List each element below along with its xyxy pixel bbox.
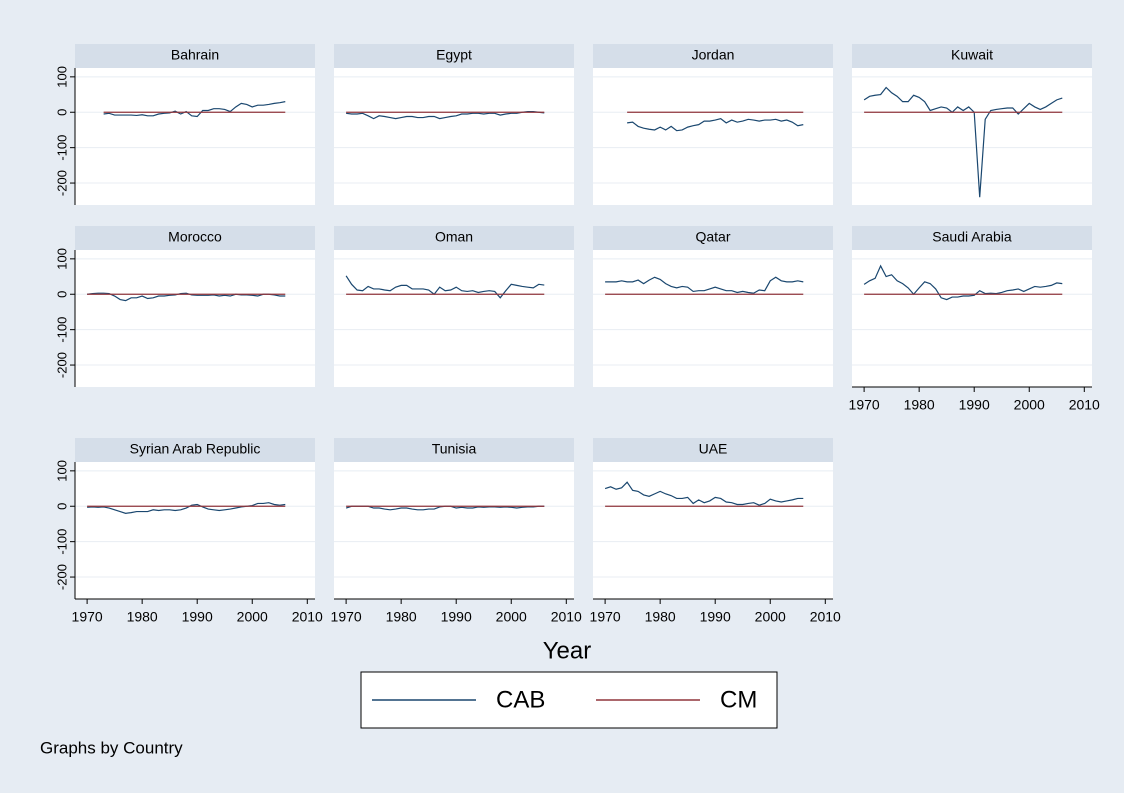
series-line <box>863 264 1063 301</box>
title-strip <box>75 438 315 462</box>
title-strip <box>593 226 833 250</box>
series-line <box>346 110 545 120</box>
x-tick-label: 2000 <box>755 609 786 625</box>
plot-area <box>593 462 833 599</box>
y-tick-label: -200 <box>54 352 69 378</box>
title-strip <box>852 226 1092 250</box>
title-strip <box>593 438 833 462</box>
plot-area <box>593 68 833 205</box>
x-tick-label: 1980 <box>904 397 935 413</box>
series-line <box>87 502 286 514</box>
x-tick-label: 1970 <box>849 397 880 413</box>
series-line <box>103 101 286 118</box>
y-tick-label: 100 <box>54 248 69 270</box>
y-tick-label: 100 <box>54 66 69 88</box>
x-tick-label: 2010 <box>1069 397 1100 413</box>
title-strip <box>593 44 833 68</box>
panel-title: Syrian Arab Republic <box>130 441 261 457</box>
x-tick-label: 1990 <box>182 609 213 625</box>
y-tick-label: 0 <box>54 503 69 510</box>
panel-title: Morocco <box>168 229 222 245</box>
x-tick-label: 1980 <box>127 609 158 625</box>
panel-title: Jordan <box>692 47 735 63</box>
x-tick-label: 2010 <box>292 609 323 625</box>
legend-label: CAB <box>496 686 545 713</box>
panel-title: Tunisia <box>432 441 477 457</box>
y-tick-label: -100 <box>54 135 69 161</box>
x-tick-label: 1980 <box>645 609 676 625</box>
plot-area <box>334 68 574 205</box>
x-tick-label: 2000 <box>1014 397 1045 413</box>
panel-title: UAE <box>699 441 728 457</box>
title-strip <box>334 226 574 250</box>
plot-area <box>75 68 315 205</box>
title-strip <box>75 44 315 68</box>
panel-title: Bahrain <box>171 47 219 63</box>
y-tick-label: 0 <box>54 109 69 116</box>
panel-title: Qatar <box>695 229 730 245</box>
title-strip <box>852 44 1092 68</box>
x-tick-label: 1970 <box>331 609 362 625</box>
series-line <box>345 275 545 299</box>
series-line <box>604 481 804 506</box>
panel-title: Saudi Arabia <box>932 229 1012 245</box>
x-tick-label: 2000 <box>496 609 527 625</box>
y-tick-label: -100 <box>54 317 69 343</box>
legend-label: CM <box>720 686 757 713</box>
plot-area <box>334 250 574 387</box>
series-line <box>863 86 1063 198</box>
plot-area <box>334 462 574 599</box>
panel-title: Kuwait <box>951 47 993 63</box>
note: Graphs by Country <box>40 738 183 757</box>
x-tick-label: 1980 <box>386 609 417 625</box>
plot-area <box>852 250 1092 387</box>
x-tick-label: 1970 <box>72 609 103 625</box>
panel-title: Oman <box>435 229 473 245</box>
plot-area <box>75 250 315 387</box>
x-tick-label: 2010 <box>810 609 841 625</box>
x-axis-title: Year <box>543 637 592 664</box>
x-tick-label: 2010 <box>551 609 582 625</box>
y-tick-label: 100 <box>54 460 69 482</box>
series-line <box>627 117 804 132</box>
panel-title: Egypt <box>436 47 472 63</box>
plot-area <box>852 68 1092 205</box>
x-tick-label: 1990 <box>700 609 731 625</box>
x-tick-label: 1990 <box>959 397 990 413</box>
x-tick-label: 1970 <box>590 609 621 625</box>
x-tick-label: 1990 <box>441 609 472 625</box>
y-tick-label: 0 <box>54 291 69 298</box>
title-strip <box>334 44 574 68</box>
series-line <box>87 292 286 302</box>
plot-area <box>593 250 833 387</box>
y-tick-label: -200 <box>54 564 69 590</box>
x-tick-label: 2000 <box>237 609 268 625</box>
title-strip <box>75 226 315 250</box>
y-tick-label: -200 <box>54 170 69 196</box>
series-line <box>605 276 804 294</box>
y-tick-label: -100 <box>54 529 69 555</box>
title-strip <box>334 438 574 462</box>
plot-area <box>75 462 315 599</box>
